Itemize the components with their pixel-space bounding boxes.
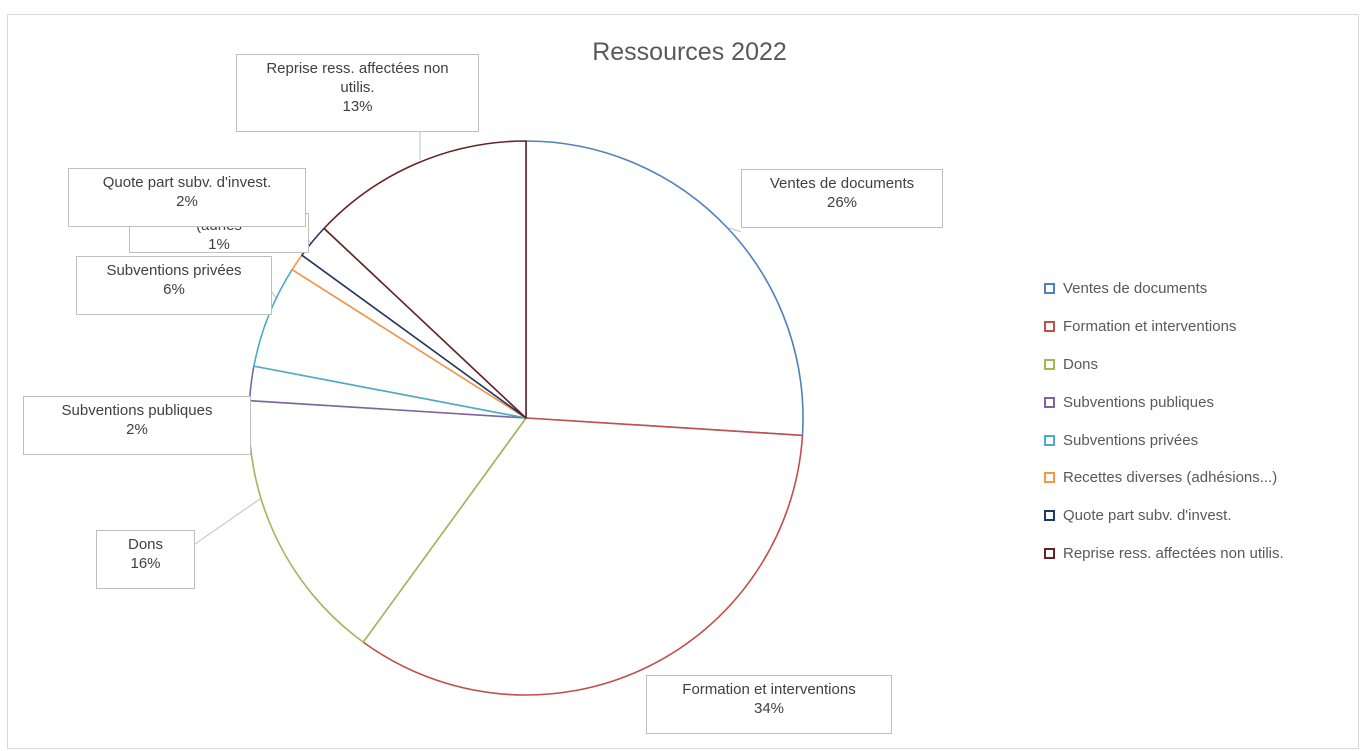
legend-swatch bbox=[1044, 510, 1055, 522]
data-label-formation-et-interventions: Formation et interventions 34% bbox=[646, 675, 892, 734]
pie-slice-reprise-ress-affectees-non-utilis bbox=[323, 140, 527, 419]
data-label-text: Dons bbox=[127, 536, 164, 553]
data-label-quote-part-subv-d-invest: Quote part subv. d'invest. 2% bbox=[68, 168, 306, 227]
pie-slices bbox=[248, 140, 804, 696]
legend-item-quote-part-subv-d-invest: Quote part subv. d'invest. bbox=[1044, 497, 1284, 535]
legend-swatch bbox=[1044, 321, 1055, 333]
legend-label: Subventions privées bbox=[1063, 431, 1199, 449]
data-label-percent: 34% bbox=[753, 700, 785, 717]
legend-swatch bbox=[1044, 396, 1055, 408]
data-label-text: utilis. bbox=[340, 79, 375, 96]
legend-item-subventions-publiques: Subventions publiques bbox=[1044, 383, 1284, 421]
legend-swatch bbox=[1044, 434, 1055, 446]
data-label-percent: 2% bbox=[126, 421, 148, 438]
leader-line-dons bbox=[194, 491, 271, 545]
data-label-text: Quote part subv. d'invest. bbox=[102, 174, 272, 191]
data-label-percent: 16% bbox=[130, 555, 161, 572]
leader-line-ventes-de-documents bbox=[728, 227, 742, 233]
legend-item-subventions-privees: Subventions privées bbox=[1044, 421, 1284, 459]
data-label-text: Subventions privées bbox=[106, 262, 242, 279]
legend-item-recettes-diverses-adhesions: Recettes diverses (adhésions...) bbox=[1044, 459, 1284, 497]
chart-title: Ressources 2022 bbox=[0, 38, 1361, 67]
data-label-subventions-privees: Subventions privées 6% bbox=[76, 256, 272, 315]
data-label-percent: 13% bbox=[342, 98, 373, 115]
data-label-subventions-publiques: Subventions publiques 2% bbox=[23, 396, 251, 455]
legend-swatch bbox=[1044, 283, 1055, 295]
legend-label: Quote part subv. d'invest. bbox=[1063, 507, 1232, 525]
data-label-text: Formation et interventions bbox=[682, 681, 856, 698]
pie-slice-formation-et-interventions bbox=[362, 417, 804, 696]
legend-label: Recettes diverses (adhésions...) bbox=[1063, 469, 1278, 487]
data-label-text: Ventes de documents bbox=[769, 175, 915, 192]
legend-swatch bbox=[1044, 547, 1055, 559]
legend-item-formation-et-interventions: Formation et interventions bbox=[1044, 308, 1284, 346]
data-label-percent: 6% bbox=[163, 281, 185, 298]
data-label-ventes-de-documents: Ventes de documents 26% bbox=[741, 169, 943, 228]
legend-item-dons: Dons bbox=[1044, 346, 1284, 384]
data-label-text: Reprise ress. affectées non bbox=[266, 60, 449, 77]
legend-label: Ventes de documents bbox=[1063, 280, 1208, 298]
legend-label: Reprise ress. affectées non utilis. bbox=[1063, 544, 1284, 562]
legend-swatch bbox=[1044, 358, 1055, 370]
legend-item-ventes-de-documents: Ventes de documents bbox=[1044, 270, 1284, 308]
legend-label: Dons bbox=[1063, 355, 1099, 373]
data-label-percent: 1% bbox=[208, 236, 230, 253]
data-label-reprise-ress-affectees-non-utilis: Reprise ress. affectées non utilis. 13% bbox=[236, 54, 479, 132]
pie-slice-ventes-de-documents bbox=[525, 140, 804, 437]
data-label-dons: Dons 16% bbox=[96, 530, 195, 589]
data-label-percent: 2% bbox=[176, 193, 198, 210]
legend: Ventes de documents Formation et interven… bbox=[1044, 270, 1284, 572]
data-label-text: Subventions publiques bbox=[61, 402, 213, 419]
legend-item-reprise-ress-affectees-non-utilis: Reprise ress. affectées non utilis. bbox=[1044, 535, 1284, 573]
legend-label: Formation et interventions bbox=[1063, 318, 1237, 336]
legend-swatch bbox=[1044, 472, 1055, 484]
chart-title-text: Ressources 2022 bbox=[592, 38, 787, 66]
legend-label: Subventions publiques bbox=[1063, 393, 1214, 411]
data-label-percent: 26% bbox=[826, 194, 858, 211]
